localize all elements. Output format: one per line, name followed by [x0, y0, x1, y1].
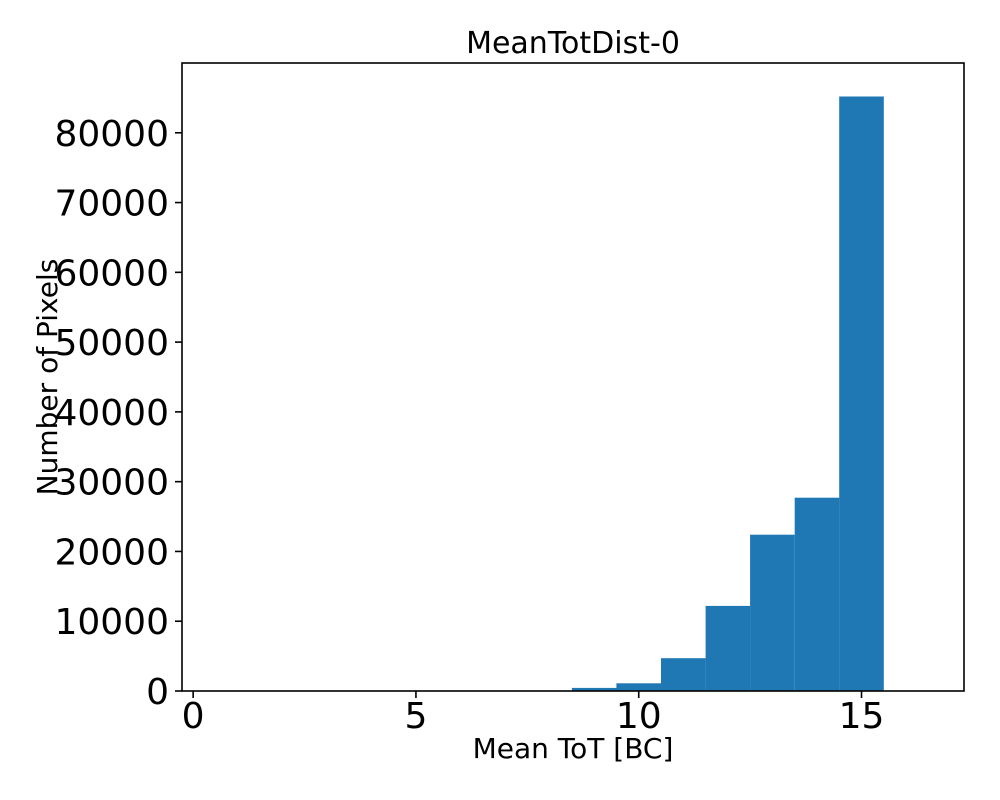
x-tick-label: 5 [404, 696, 427, 737]
x-tick-label: 15 [839, 696, 885, 737]
y-tick-label: 0 [146, 672, 169, 713]
y-tick-label: 40000 [54, 393, 169, 434]
y-tick-label: 30000 [54, 463, 169, 504]
y-tick-label: 70000 [54, 184, 169, 225]
x-tick-label: 0 [182, 696, 205, 737]
histogram-bar [661, 658, 706, 691]
y-tick-label: 20000 [54, 532, 169, 573]
histogram-bar [571, 687, 617, 691]
histogram-bar [616, 683, 661, 691]
axes-spines [181, 62, 965, 692]
y-tick-label: 60000 [54, 253, 169, 294]
y-tick-label: 80000 [54, 114, 169, 155]
histogram-bar [750, 534, 795, 691]
histogram-bar [839, 96, 884, 691]
y-tick-label: 10000 [54, 602, 169, 643]
chart-title: MeanTotDist-0 [466, 26, 680, 61]
x-axis-label: Mean ToT [BC] [472, 732, 674, 765]
y-tick-label: 50000 [54, 323, 169, 364]
histogram-bar [705, 605, 751, 691]
histogram-bar [794, 497, 840, 691]
x-tick-label: 10 [616, 696, 662, 737]
